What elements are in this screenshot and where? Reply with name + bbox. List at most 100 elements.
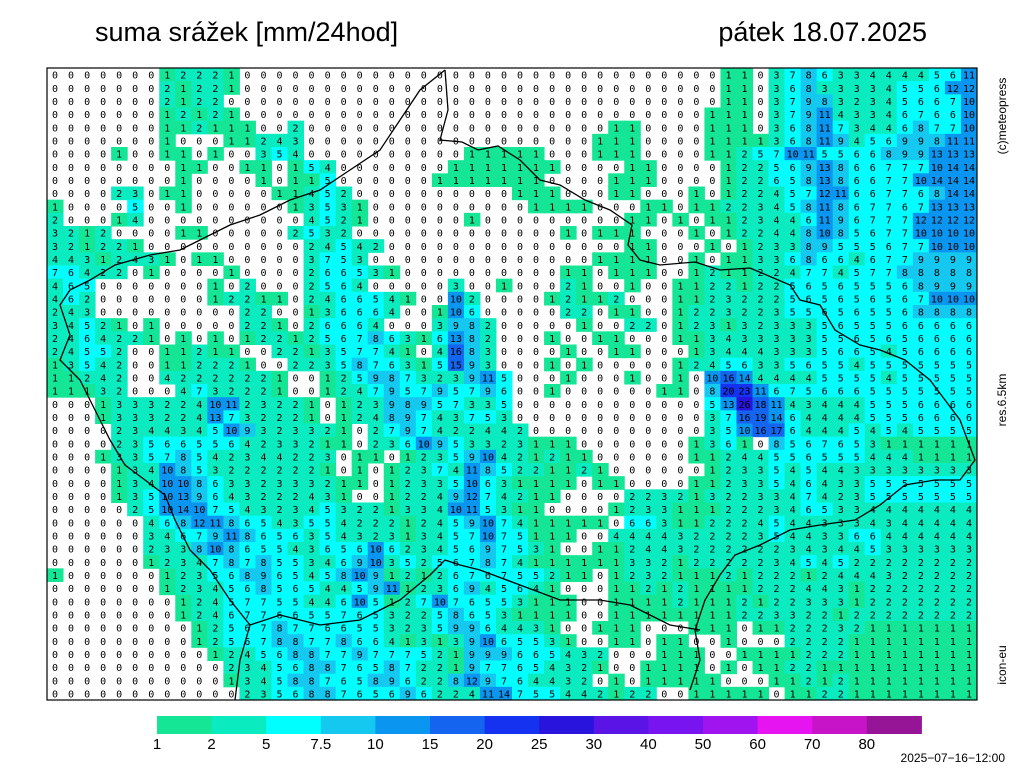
cell-value: 1 xyxy=(918,452,924,463)
precip-cell xyxy=(944,199,962,214)
precip-cell xyxy=(624,133,641,148)
cell-value: 9 xyxy=(485,650,491,661)
cell-value: 4 xyxy=(389,637,395,648)
cell-value: 8 xyxy=(196,479,202,490)
cell-value: 0 xyxy=(581,71,587,82)
cell-value: 0 xyxy=(709,84,715,95)
cell-value: 2 xyxy=(934,610,940,621)
precip-cell xyxy=(159,94,176,108)
precip-cell xyxy=(303,160,321,174)
precip-cell xyxy=(207,68,224,82)
cell-value: 2 xyxy=(950,597,956,608)
cell-value: 0 xyxy=(677,452,683,463)
cell-value: 5 xyxy=(838,308,844,319)
precip-cell xyxy=(864,239,882,253)
cell-value: 0 xyxy=(52,439,58,450)
cell-value: 0 xyxy=(693,123,699,134)
cell-value: 2 xyxy=(309,439,315,450)
precip-cell xyxy=(880,68,898,82)
cell-value: 3 xyxy=(309,558,315,569)
cell-value: 1 xyxy=(52,202,58,213)
cell-value: 1 xyxy=(677,505,683,516)
cell-value: 2 xyxy=(741,189,747,200)
cell-value: 0 xyxy=(485,229,491,240)
cell-value: 0 xyxy=(52,624,58,635)
cell-value: 1 xyxy=(389,492,395,503)
cell-value: 1 xyxy=(629,347,635,358)
cell-value: 0 xyxy=(693,176,699,187)
cell-value: 6 xyxy=(966,334,972,345)
cell-value: 0 xyxy=(52,650,58,661)
precip-cell xyxy=(944,133,962,148)
cell-value: 6 xyxy=(966,347,972,358)
cell-value: 0 xyxy=(645,360,651,371)
cell-value: 7 xyxy=(886,268,892,279)
cell-value: 0 xyxy=(84,163,90,174)
precip-cell xyxy=(736,68,754,82)
cell-value: 0 xyxy=(725,676,731,687)
cell-value: 2 xyxy=(725,479,731,490)
cell-value: 4 xyxy=(629,531,635,542)
cell-value: 2 xyxy=(709,308,715,319)
cell-value: 2 xyxy=(758,281,764,292)
cell-value: 3 xyxy=(437,321,443,332)
cell-value: 0 xyxy=(485,308,491,319)
cell-value: 26 xyxy=(738,400,750,411)
cell-value: 7 xyxy=(501,518,507,529)
cell-value: 1 xyxy=(549,360,555,371)
cell-value: 1 xyxy=(597,558,603,569)
cell-value: 1 xyxy=(709,110,715,121)
cell-value: 3 xyxy=(758,215,764,226)
cell-value: 0 xyxy=(84,150,90,161)
cell-value: 6 xyxy=(918,413,924,424)
cell-value: 8 xyxy=(373,676,379,687)
cell-value: 3 xyxy=(180,426,186,437)
cell-value: 4 xyxy=(645,531,651,542)
cell-value: 8 xyxy=(244,531,250,542)
cell-value: 0 xyxy=(629,413,635,424)
cell-value: 0 xyxy=(597,505,603,516)
cell-value: 5 xyxy=(838,360,844,371)
cell-value: 0 xyxy=(517,413,523,424)
cell-value: 8 xyxy=(469,334,475,345)
cell-value: 2 xyxy=(758,610,764,621)
cell-value: 5 xyxy=(870,479,876,490)
cell-value: 0 xyxy=(52,110,58,121)
cell-value: 3 xyxy=(758,360,764,371)
cell-value: 10 xyxy=(418,439,430,450)
cell-value: 0 xyxy=(645,308,651,319)
cell-value: 7 xyxy=(822,268,828,279)
cell-value: 1 xyxy=(902,689,908,700)
cell-value: 4 xyxy=(276,452,282,463)
cell-value: 3 xyxy=(469,400,475,411)
cell-value: 0 xyxy=(677,439,683,450)
cell-value: 3 xyxy=(741,334,747,345)
precip-cell xyxy=(944,186,962,201)
precip-cell xyxy=(912,68,930,82)
cell-value: 3 xyxy=(854,71,860,82)
cell-value: 1 xyxy=(613,479,619,490)
cell-value: 0 xyxy=(549,84,555,95)
cell-value: 11 xyxy=(771,400,783,411)
cell-value: 0 xyxy=(469,123,475,134)
cell-value: 0 xyxy=(68,202,74,213)
cell-value: 6 xyxy=(854,150,860,161)
cell-value: 3 xyxy=(741,321,747,332)
cell-value: 0 xyxy=(357,123,363,134)
cell-value: 5 xyxy=(293,597,299,608)
cell-value: 2 xyxy=(709,558,715,569)
cell-value: 1 xyxy=(405,452,411,463)
cell-value: 0 xyxy=(309,150,315,161)
precip-cell xyxy=(688,199,705,214)
precip-cell xyxy=(768,94,786,108)
cell-value: 1 xyxy=(180,202,186,213)
cell-value: 4 xyxy=(68,255,74,266)
cell-value: 0 xyxy=(469,71,475,82)
cell-value: 1 xyxy=(405,637,411,648)
cell-value: 2 xyxy=(629,321,635,332)
cell-value: 10 xyxy=(963,294,975,305)
cell-value: 0 xyxy=(661,294,667,305)
precip-cell xyxy=(784,186,802,201)
cell-value: 1 xyxy=(437,637,443,648)
cell-value: 2 xyxy=(790,637,796,648)
